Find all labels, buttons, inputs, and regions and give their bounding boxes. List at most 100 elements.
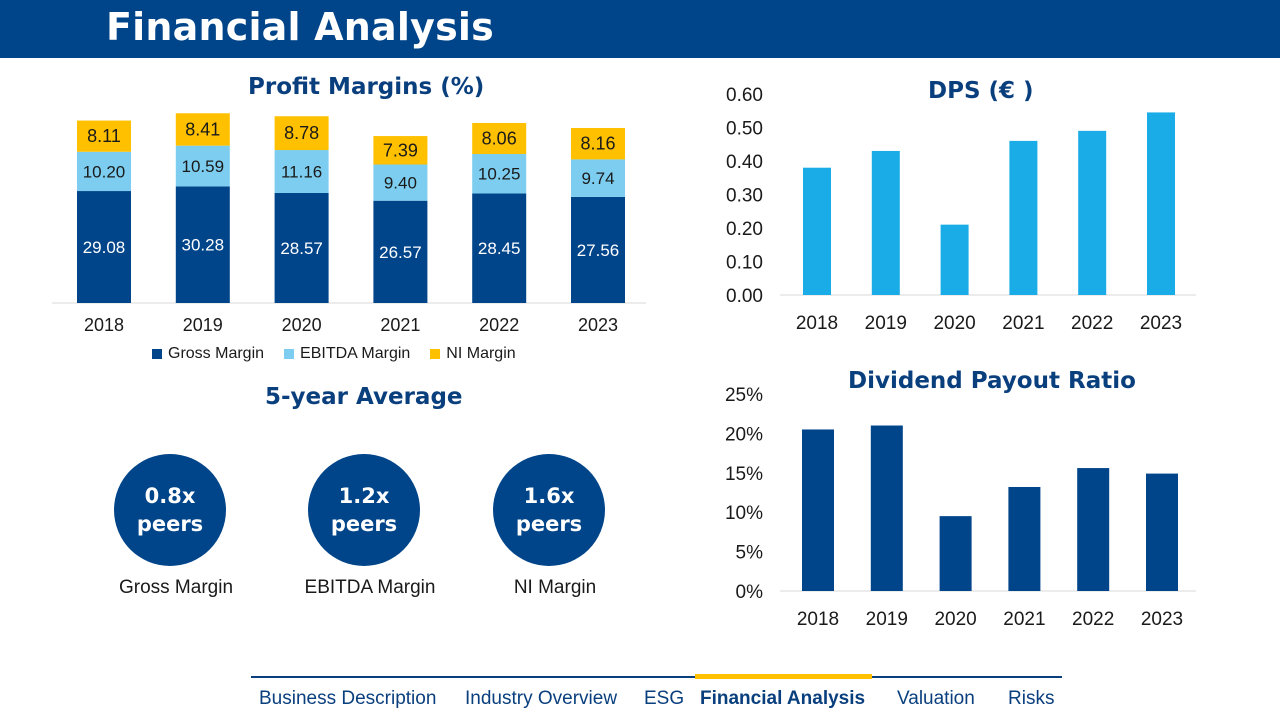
profit-bar-2-5 [571,127,625,160]
profit-data-label: 10.20 [83,162,126,181]
payout-title: Dividend Payout Ratio [848,368,1136,394]
dps-chart-bar-4 [1078,130,1107,295]
payout-chart-bar-2 [939,516,972,591]
average-label: Gross Margin [118,577,234,598]
average-circle: 1.2x peers [308,454,420,566]
profit-x-tick: 2023 [578,315,618,335]
payout-chart-x-tick: 2023 [1141,609,1183,630]
profit-x-tick: 2021 [380,315,420,335]
payout-chart-x-tick: 2020 [934,609,976,630]
profit-margins-title: Profit Margins (%) [248,74,485,100]
profit-x-tick: 2020 [282,315,322,335]
profit-data-label: 28.57 [280,239,323,258]
profit-margins-legend: Gross Margin EBITDA Margin NI Margin [152,345,516,363]
dps-chart-y-tick: 0.00 [726,286,763,307]
dps-chart-y-tick: 0.40 [726,152,763,173]
profit-bar-2-1 [175,113,230,146]
profit-data-label: 10.25 [478,165,521,184]
profit-bar-0-0 [77,191,131,303]
profit-data-label: 8.78 [284,123,319,143]
profit-data-label: 8.16 [580,134,615,154]
average-circle: 1.6x peers [493,454,605,566]
profit-bar-1-1 [175,145,230,187]
profit-data-label: 8.41 [185,119,220,139]
dps-chart-y-tick: 0.60 [726,85,763,106]
profit-bar-0-2 [274,193,329,303]
payout-chart-y-tick: 15% [725,464,763,485]
nav-item-risks[interactable]: Risks [1008,688,1055,709]
profit-data-label: 30.28 [182,236,225,255]
dps-chart-y-tick: 0.30 [726,186,763,207]
profit-data-label: 27.56 [577,241,620,260]
profit-data-label: 8.11 [87,126,121,146]
dps-chart-x-tick: 2021 [1002,313,1044,334]
legend-item: Gross Margin [152,345,264,363]
dps-chart-x-tick: 2018 [796,313,838,334]
profit-data-label: 9.40 [384,174,417,193]
payout-chart-x-tick: 2022 [1072,609,1114,630]
profit-data-label: 9.74 [581,169,614,188]
payout-chart-x-tick: 2019 [866,609,908,630]
dps-chart-x-tick: 2020 [933,313,975,334]
nav-item-financial-analysis[interactable]: Financial Analysis [700,688,866,709]
payout-chart-y-tick: 20% [725,424,763,445]
nav-item-esg[interactable]: ESG [644,688,685,709]
average-value: 1.6x peers [515,484,583,536]
profit-bar-1-2 [274,150,329,194]
legend-label: Gross Margin [168,345,265,362]
dps-chart-y-tick: 0.10 [726,253,763,274]
dps-chart-y-tick: 0.20 [726,219,763,240]
payout-chart-bar-4 [1077,468,1110,591]
profit-data-label: 26.57 [379,243,422,262]
nav-divider [251,676,1062,678]
profit-x-tick: 2019 [183,315,223,335]
legend-item: NI Margin [430,345,516,363]
header-bar: Financial Analysis [0,0,1280,58]
legend-label: NI Margin [446,345,516,362]
dps-chart-bar-3 [1009,140,1038,295]
profit-bar-0-4 [472,193,527,303]
dps-chart-bar-5 [1147,112,1175,295]
profit-x-tick: 2018 [84,315,124,335]
legend-swatch [152,349,162,359]
profit-bar-2-2 [274,116,329,151]
payout-chart-bar-5 [1146,473,1178,591]
profit-x-tick: 2022 [479,315,519,335]
payout-chart-x-tick: 2018 [797,609,839,630]
dps-chart-bar-0 [803,167,831,295]
profit-data-label: 11.16 [281,163,322,182]
payout-chart-bar-1 [870,425,903,591]
payout-chart-x-tick: 2021 [1003,609,1045,630]
nav-item-valuation[interactable]: Valuation [897,688,975,709]
dps-chart-x-tick: 2019 [865,313,907,334]
payout-chart-y-tick: 10% [725,503,763,524]
payout-chart-bar-3 [1008,486,1041,591]
section-nav: Business Description Industry Overview ESG… [251,674,1062,720]
payout-chart-bar-0 [802,429,834,591]
dps-chart-bar-2 [940,224,969,295]
nav-item-business-description[interactable]: Business Description [259,688,437,709]
nav-item-industry-overview[interactable]: Industry Overview [465,688,618,709]
profit-data-label: 28.45 [478,239,521,258]
five-year-average-title: 5-year Average [265,384,463,410]
profit-bar-1-5 [571,159,625,197]
legend-swatch [430,349,441,359]
profit-bar-1-4 [472,154,527,194]
payout-chart-y-tick: 0% [736,582,764,603]
profit-bar-0-3 [373,200,428,303]
profit-data-label: 29.08 [83,238,126,257]
profit-bar-1-3 [373,164,428,201]
profit-data-label: 10.59 [182,157,225,176]
dps-chart-x-tick: 2022 [1071,313,1113,334]
profit-bar-0-1 [175,186,230,303]
payout-chart-y-tick: 25% [725,385,763,406]
legend-swatch [284,349,295,359]
page-title: Financial Analysis [106,5,494,49]
dps-chart-y-tick: 0.50 [726,119,763,140]
profit-data-label: 8.06 [482,128,517,148]
nav-active-indicator [695,674,872,679]
dps-title: DPS (€ ) [928,78,1034,104]
average-value: 0.8x peers [136,484,204,536]
